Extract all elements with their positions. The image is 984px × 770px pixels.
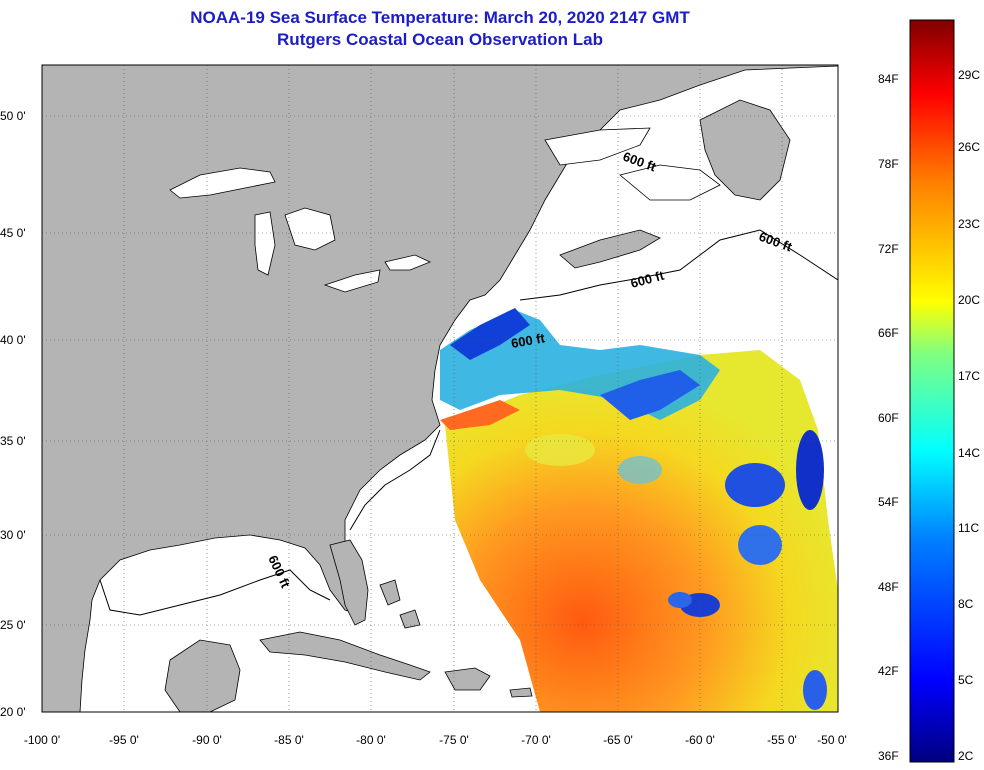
colorbar-c-label: 11C: [958, 521, 980, 535]
colorbar-f-label: 60F: [878, 411, 899, 425]
lon-label: -95 0': [109, 733, 139, 747]
lon-label: -80 0': [356, 733, 386, 747]
great-lakes: [169, 127, 721, 293]
colorbar-f-label: 42F: [878, 664, 899, 678]
colorbar-f-label: 78F: [878, 157, 899, 171]
colorbar-c-label: 20C: [958, 293, 981, 307]
lon-label: -50 0': [817, 733, 847, 747]
colorbar-f-label: 72F: [878, 242, 899, 256]
colorbar-c-label: 17C: [958, 369, 981, 383]
temperature-colorbar: [909, 19, 955, 763]
lon-label: -90 0': [192, 733, 222, 747]
colorbar-c-label: 2C: [958, 749, 974, 763]
map-title: NOAA-19 Sea Surface Temperature: March 2…: [190, 8, 690, 27]
colorbar-c-label: 8C: [958, 597, 974, 611]
latitude-axis: 50 0' 45 0' 40 0' 35 0' 30 0' 25 0' 20 0…: [0, 109, 26, 719]
colorbar-c-label: 14C: [958, 446, 981, 460]
colorbar-c-label: 5C: [958, 673, 974, 687]
colorbar-c-label: 23C: [958, 217, 981, 231]
lat-label: 30 0': [0, 528, 26, 542]
colorbar-f-label: 54F: [878, 495, 899, 509]
lon-label: -65 0': [603, 733, 633, 747]
sst-data-swath: [440, 308, 838, 712]
lon-label: -85 0': [274, 733, 304, 747]
lon-label: -100 0': [24, 733, 60, 747]
lat-label: 20 0': [0, 705, 26, 719]
lon-label: -55 0': [767, 733, 797, 747]
map-gridlines: [42, 65, 838, 712]
lon-label: -75 0': [439, 733, 469, 747]
lat-label: 50 0': [0, 109, 26, 123]
contour-label: 600 ft: [510, 330, 547, 351]
colorbar-f-label: 48F: [878, 580, 899, 594]
map-border: [41, 64, 839, 713]
colorbar-c-label: 29C: [958, 68, 981, 82]
lat-label: 35 0': [0, 434, 26, 448]
isobath-600ft: [99, 229, 838, 616]
colorbar-c-label: 26C: [958, 140, 981, 154]
colorbar-f-label: 66F: [878, 326, 899, 340]
lon-label: -70 0': [521, 733, 551, 747]
colorbar-f-label: 84F: [878, 72, 899, 86]
lon-label: -60 0': [685, 733, 715, 747]
lat-label: 45 0': [0, 226, 26, 240]
longitude-axis: -100 0' -95 0' -90 0' -85 0' -80 0' -75 …: [24, 733, 847, 747]
lat-label: 40 0': [0, 333, 26, 347]
lat-label: 25 0': [0, 618, 26, 632]
map-subtitle: Rutgers Coastal Ocean Observation Lab: [277, 30, 603, 49]
colorbar-f-label: 36F: [878, 749, 899, 763]
